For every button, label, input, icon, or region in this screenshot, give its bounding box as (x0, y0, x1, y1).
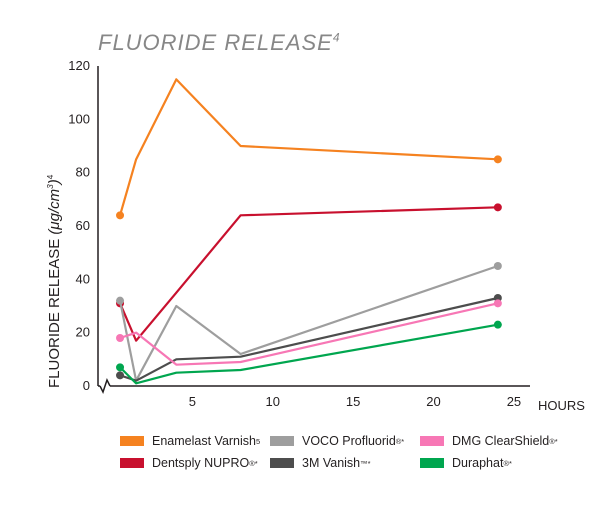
svg-text:5: 5 (189, 394, 196, 409)
svg-text:40: 40 (76, 271, 90, 286)
legend: Enamelast Varnish5VOCO Profluorid®*DMG C… (120, 430, 570, 474)
legend-label: Dentsply NUPRO (152, 456, 249, 470)
legend-item: VOCO Profluorid®* (270, 430, 420, 452)
svg-text:60: 60 (76, 218, 90, 233)
x-axis-label: HOURS (538, 398, 585, 413)
svg-text:120: 120 (68, 58, 90, 73)
legend-item: Dentsply NUPRO®* (120, 452, 270, 474)
fluoride-release-chart: FLUORIDE RELEASE4 FLUORIDE RELEASE (μg/c… (0, 0, 612, 519)
svg-text:80: 80 (76, 165, 90, 180)
legend-swatch (270, 458, 294, 468)
svg-text:10: 10 (266, 394, 280, 409)
legend-label: VOCO Profluorid (302, 434, 396, 448)
legend-label: Duraphat (452, 456, 503, 470)
legend-swatch (420, 458, 444, 468)
legend-label: 3M Vanish (302, 456, 360, 470)
legend-label: Enamelast Varnish (152, 434, 256, 448)
legend-item: Duraphat®* (420, 452, 570, 474)
legend-swatch (420, 436, 444, 446)
svg-text:20: 20 (76, 325, 90, 340)
legend-item: 3M Vanish™* (270, 452, 420, 474)
legend-swatch (120, 458, 144, 468)
svg-text:100: 100 (68, 111, 90, 126)
legend-label: DMG ClearShield (452, 434, 549, 448)
legend-item: Enamelast Varnish5 (120, 430, 270, 452)
legend-swatch (270, 436, 294, 446)
svg-text:15: 15 (346, 394, 360, 409)
svg-text:25: 25 (507, 394, 521, 409)
svg-text:20: 20 (426, 394, 440, 409)
legend-item: DMG ClearShield®* (420, 430, 570, 452)
legend-swatch (120, 436, 144, 446)
svg-text:0: 0 (83, 378, 90, 393)
